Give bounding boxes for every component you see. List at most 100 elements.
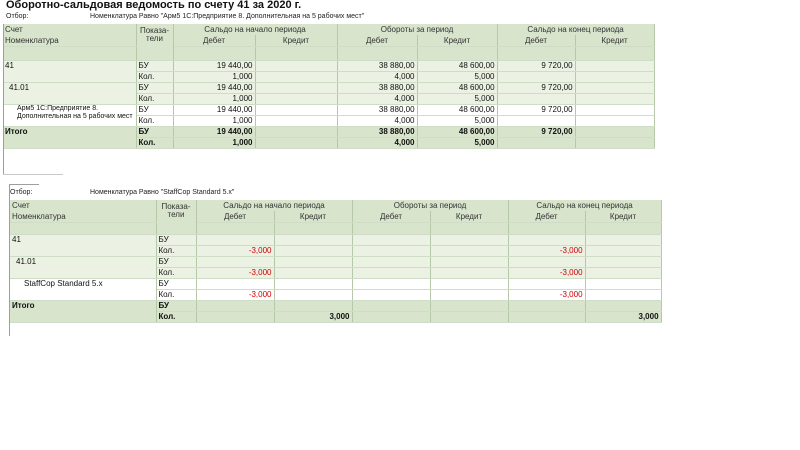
header-account: Счет (3, 24, 137, 35)
total-label: Итого (10, 299, 157, 323)
report-title: Оборотно-сальдовая ведомость по счету 41… (6, 0, 302, 11)
closing-debit-cell: 9 720,00 (497, 104, 576, 116)
header-credit: Кредит (274, 211, 353, 223)
closing-debit-cell (497, 93, 576, 105)
turnover-credit-cell (430, 234, 509, 246)
closing-debit-cell: 9 720,00 (497, 125, 576, 138)
closing-debit-cell (508, 234, 586, 246)
turnover-debit-cell: 4,000 (337, 137, 418, 149)
table1-left-border (3, 24, 4, 174)
opening-credit-cell (255, 115, 338, 127)
header-credit: Кредит (430, 211, 509, 223)
row-subaccount: 41.01 (3, 82, 137, 105)
filter-label: Отбор: (6, 13, 29, 20)
closing-debit-cell (508, 256, 586, 268)
opening-debit-cell (196, 299, 275, 312)
closing-credit-cell (575, 93, 655, 105)
indicator-cell: Кол. (156, 289, 197, 301)
closing-credit-cell (585, 234, 662, 246)
table-row[interactable]: 41 БУ 19 440,00 38 880,00 48 600,00 9 72… (3, 60, 655, 83)
filter-value: Номенклатура Равно "StaffCop Standard 5.… (90, 189, 235, 196)
closing-credit-cell (585, 256, 662, 268)
table-row[interactable]: StaffCop Standard 5.x БУ (10, 278, 662, 301)
opening-credit-cell (255, 71, 338, 83)
opening-credit-cell (255, 60, 338, 72)
total-row[interactable]: Итого БУ 19 440,00 38 880,00 48 600,00 9… (3, 125, 655, 149)
table-row[interactable]: Кол. -3,000 -3,000 (10, 245, 662, 257)
turnover-debit-cell (352, 234, 431, 246)
table-row[interactable]: 41.01 БУ 19 440,00 38 880,00 48 600,00 9… (3, 82, 655, 105)
indicator-cell: БУ (136, 60, 174, 72)
header-closing: Сальдо на конец периода (508, 200, 662, 211)
table-row[interactable]: 41 БУ (10, 234, 662, 257)
turnover-debit-cell (352, 278, 431, 290)
turnover-table-1: Счет Показа-тели Сальдо на начало период… (3, 24, 655, 149)
header-debit: Дебет (352, 211, 431, 223)
opening-credit-cell (274, 278, 353, 290)
turnover-credit-cell (430, 289, 509, 301)
row-item: StaffCop Standard 5.x (10, 278, 157, 301)
row-item: Арм5 1С:Предприятие 8. Дополнительная на… (3, 104, 137, 127)
table-row[interactable]: Арм5 1С:Предприятие 8. Дополнительная на… (3, 104, 655, 127)
total-row[interactable]: Кол. 3,000 3,000 (10, 311, 662, 323)
turnover-credit-cell (430, 278, 509, 290)
closing-debit-cell (497, 137, 576, 149)
header-credit: Кредит (417, 35, 498, 47)
table2-left-border (9, 184, 10, 336)
indicator-cell: Кол. (136, 71, 174, 83)
indicator-cell: БУ (136, 82, 174, 94)
opening-debit-cell: 19 440,00 (173, 60, 256, 72)
turnover-debit-cell: 38 880,00 (337, 82, 418, 94)
indicator-cell: Кол. (156, 245, 197, 257)
closing-debit-cell: -3,000 (508, 267, 586, 279)
turnover-debit-cell (352, 267, 431, 279)
indicator-cell: Кол. (136, 115, 174, 127)
closing-debit-cell (497, 115, 576, 127)
opening-credit-cell (274, 289, 353, 301)
closing-credit-cell (575, 104, 655, 116)
turnover-debit-cell: 4,000 (337, 93, 418, 105)
turnover-credit-cell: 5,000 (417, 71, 498, 83)
indicator-cell: Кол. (136, 137, 174, 149)
opening-debit-cell (196, 278, 275, 290)
table1-bottom-border (3, 174, 63, 175)
filter-row-1: Отбор: Номенклатура Равно "Арм5 1С:Предп… (6, 13, 566, 23)
turnover-credit-cell: 48 600,00 (417, 60, 498, 72)
closing-debit-cell (508, 278, 586, 290)
opening-credit-cell (274, 267, 353, 279)
turnover-debit-cell: 38 880,00 (337, 125, 418, 138)
turnover-debit-cell: 38 880,00 (337, 60, 418, 72)
turnover-credit-cell (430, 245, 509, 257)
total-row[interactable]: Кол. 1,000 4,000 5,000 (3, 137, 655, 149)
filter-value: Номенклатура Равно "Арм5 1С:Предприятие … (90, 13, 365, 20)
table2-top-border (9, 184, 39, 185)
header-debit: Дебет (497, 35, 576, 47)
header-indicators: Показа-тели (156, 200, 197, 222)
turnover-debit-cell (352, 245, 431, 257)
closing-debit-cell (508, 299, 586, 312)
table-row[interactable]: Кол. 1,000 4,000 5,000 (3, 71, 655, 83)
table-row[interactable]: Кол. 1,000 4,000 5,000 (3, 115, 655, 127)
opening-debit-cell: -3,000 (196, 289, 275, 301)
header-opening: Сальдо на начало периода (196, 200, 353, 211)
turnover-credit-cell: 48 600,00 (417, 104, 498, 116)
header-opening: Сальдо на начало периода (173, 24, 338, 35)
header-item: Номенклатура (3, 35, 137, 47)
indicator-cell: БУ (156, 256, 197, 268)
indicator-cell: БУ (156, 234, 197, 246)
indicator-cell: БУ (156, 299, 197, 312)
table-row[interactable]: Кол. 1,000 4,000 5,000 (3, 93, 655, 105)
opening-debit-cell: 19 440,00 (173, 82, 256, 94)
opening-debit-cell (196, 256, 275, 268)
table-row[interactable]: 41.01 БУ (10, 256, 662, 279)
table-row[interactable]: Кол. -3,000 -3,000 (10, 267, 662, 279)
opening-debit-cell: -3,000 (196, 267, 275, 279)
turnover-debit-cell (352, 289, 431, 301)
opening-debit-cell: 1,000 (173, 115, 256, 127)
header-closing: Сальдо на конец периода (497, 24, 655, 35)
turnover-debit-cell (352, 311, 431, 323)
total-row[interactable]: Итого БУ (10, 299, 662, 323)
closing-credit-cell (575, 137, 655, 149)
row-account: 41 (3, 60, 137, 83)
header-debit: Дебет (508, 211, 586, 223)
